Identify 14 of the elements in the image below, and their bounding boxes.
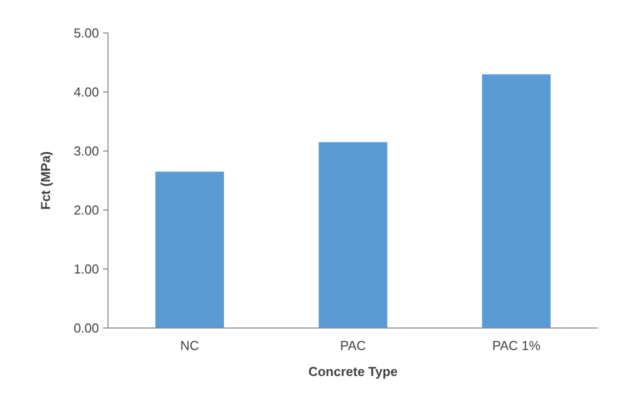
- y-tick-label: 5.00: [74, 26, 99, 41]
- x-tick-label: PAC: [340, 338, 366, 353]
- y-tick-label: 4.00: [74, 84, 99, 100]
- y-tick-label: 1.00: [74, 262, 99, 277]
- bar: [318, 142, 388, 328]
- y-axis-title: Fct (MPa): [38, 151, 53, 210]
- y-tick-label: 3.00: [74, 144, 99, 159]
- bar: [155, 172, 224, 328]
- x-axis-title: Concrete Type: [308, 364, 398, 379]
- x-tick-label: PAC 1%: [492, 338, 541, 353]
- y-tick-label: 2.00: [74, 202, 99, 218]
- x-tick-label: NC: [180, 338, 200, 353]
- y-tick-label: 0.00: [74, 320, 99, 336]
- bar: [482, 74, 551, 328]
